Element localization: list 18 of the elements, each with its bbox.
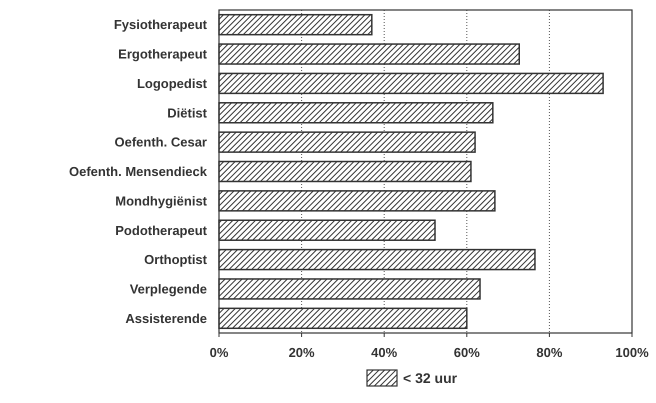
x-tick-label: 80% bbox=[536, 345, 563, 360]
y-tick-label: Logopedist bbox=[136, 76, 208, 91]
y-tick-label: Orthoptist bbox=[144, 252, 208, 268]
y-tick-label: Mondhygiënist bbox=[115, 193, 208, 208]
legend-label: < 32 uur bbox=[403, 370, 458, 386]
y-tick-label: Diëtist bbox=[167, 105, 208, 120]
y-tick-label: Fysiotherapeut bbox=[114, 17, 208, 32]
x-tick-label: 100% bbox=[615, 345, 650, 360]
y-tick-label: Oefenth. Cesar bbox=[114, 134, 207, 150]
y-tick-label: Verplegende bbox=[130, 282, 207, 297]
x-tick-label: 40% bbox=[371, 345, 398, 360]
x-tick-label: 20% bbox=[288, 345, 316, 360]
y-tick-label: Podotherapeut bbox=[115, 222, 208, 238]
y-tick-label: Ergotherapeut bbox=[118, 46, 208, 62]
y-tick-label: Oefenth. Mensendieck bbox=[69, 164, 208, 180]
x-tick-label: 60% bbox=[454, 345, 480, 360]
y-tick-label: Assisterende bbox=[125, 310, 207, 326]
x-tick-label: 0% bbox=[210, 345, 229, 360]
